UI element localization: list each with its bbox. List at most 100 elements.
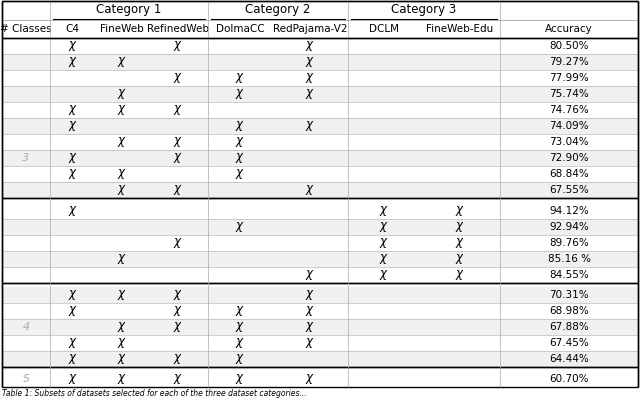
Text: Category 3: Category 3 <box>392 4 456 16</box>
Text: 75.74%: 75.74% <box>549 89 589 99</box>
Text: $\chi$: $\chi$ <box>173 288 183 302</box>
Text: 5: 5 <box>22 374 29 384</box>
Bar <box>2 335 638 351</box>
Text: $\chi$: $\chi$ <box>116 320 127 334</box>
Text: $\chi$: $\chi$ <box>235 220 245 233</box>
Bar <box>2 182 638 198</box>
Text: $\chi$: $\chi$ <box>116 167 127 181</box>
Bar <box>2 371 638 387</box>
Text: $\chi$: $\chi$ <box>116 103 127 117</box>
Bar <box>2 303 638 319</box>
Text: Accuracy: Accuracy <box>545 24 593 34</box>
Text: FineWeb: FineWeb <box>100 24 143 34</box>
Text: FineWeb-Edu: FineWeb-Edu <box>426 24 493 34</box>
Text: $\chi$: $\chi$ <box>235 352 245 366</box>
Text: $\chi$: $\chi$ <box>68 288 77 302</box>
Bar <box>2 251 638 267</box>
Text: 84.55%: 84.55% <box>549 270 589 279</box>
Text: Category 2: Category 2 <box>245 4 310 16</box>
Text: 67.88%: 67.88% <box>549 322 589 332</box>
Text: 68.84%: 68.84% <box>549 169 589 179</box>
Text: $\chi$: $\chi$ <box>455 252 465 265</box>
Text: $\chi$: $\chi$ <box>173 71 183 85</box>
Text: DolmaCC: DolmaCC <box>216 24 264 34</box>
Text: Category 1: Category 1 <box>96 4 162 16</box>
Text: $\chi$: $\chi$ <box>305 268 315 282</box>
Bar <box>2 267 638 283</box>
Bar <box>2 203 638 219</box>
Text: RedPajama-V2: RedPajama-V2 <box>273 24 348 34</box>
Text: $\chi$: $\chi$ <box>455 220 465 233</box>
Text: $\chi$: $\chi$ <box>305 304 315 318</box>
Text: 92.94%: 92.94% <box>549 221 589 231</box>
Bar <box>2 54 638 70</box>
Text: $\chi$: $\chi$ <box>68 119 77 133</box>
Text: $\chi$: $\chi$ <box>305 288 315 302</box>
Text: $\chi$: $\chi$ <box>116 252 127 265</box>
Text: $\chi$: $\chi$ <box>235 304 245 318</box>
Text: C4: C4 <box>65 24 79 34</box>
Text: $\chi$: $\chi$ <box>235 119 245 133</box>
Text: $\chi$: $\chi$ <box>235 336 245 350</box>
Text: $\chi$: $\chi$ <box>68 55 77 69</box>
Text: $\chi$: $\chi$ <box>305 55 315 69</box>
Text: $\chi$: $\chi$ <box>305 320 315 334</box>
Text: $\chi$: $\chi$ <box>305 87 315 101</box>
Text: 74.76%: 74.76% <box>549 105 589 115</box>
Text: $\chi$: $\chi$ <box>379 268 389 282</box>
Text: 94.12%: 94.12% <box>549 205 589 215</box>
Text: DCLM: DCLM <box>369 24 399 34</box>
Text: 67.45%: 67.45% <box>549 338 589 348</box>
Text: $\chi$: $\chi$ <box>235 87 245 101</box>
Text: $\chi$: $\chi$ <box>173 236 183 249</box>
Text: $\chi$: $\chi$ <box>68 352 77 366</box>
Text: 77.99%: 77.99% <box>549 73 589 83</box>
Bar <box>2 86 638 102</box>
Bar <box>2 235 638 251</box>
Text: $\chi$: $\chi$ <box>235 151 245 165</box>
Text: $\chi$: $\chi$ <box>455 203 465 217</box>
Text: RefinedWeb: RefinedWeb <box>147 24 209 34</box>
Text: $\chi$: $\chi$ <box>379 252 389 265</box>
Bar <box>2 351 638 367</box>
Text: $\chi$: $\chi$ <box>116 87 127 101</box>
Text: $\chi$: $\chi$ <box>116 372 127 386</box>
Bar <box>2 319 638 335</box>
Text: $\chi$: $\chi$ <box>173 372 183 386</box>
Bar <box>2 287 638 303</box>
Text: $\chi$: $\chi$ <box>235 71 245 85</box>
Text: $\chi$: $\chi$ <box>305 39 315 53</box>
Text: $\chi$: $\chi$ <box>173 39 183 53</box>
Text: 85.16 %: 85.16 % <box>547 254 591 263</box>
Text: $\chi$: $\chi$ <box>68 151 77 165</box>
Text: $\chi$: $\chi$ <box>379 203 389 217</box>
Text: $\chi$: $\chi$ <box>235 167 245 181</box>
Text: $\chi$: $\chi$ <box>173 183 183 197</box>
Text: $\chi$: $\chi$ <box>68 103 77 117</box>
Text: 73.04%: 73.04% <box>549 137 589 147</box>
Bar <box>2 134 638 150</box>
Text: Table 1: Subsets of datasets selected for each of the three dataset categories..: Table 1: Subsets of datasets selected fo… <box>2 389 307 398</box>
Bar <box>2 118 638 134</box>
Text: 64.44%: 64.44% <box>549 354 589 364</box>
Text: $\chi$: $\chi$ <box>68 372 77 386</box>
Text: 72.90%: 72.90% <box>549 153 589 163</box>
Text: $\chi$: $\chi$ <box>455 268 465 282</box>
Text: 4: 4 <box>22 322 29 332</box>
Text: 89.76%: 89.76% <box>549 238 589 247</box>
Text: $\chi$: $\chi$ <box>68 304 77 318</box>
Bar <box>2 70 638 86</box>
Text: $\chi$: $\chi$ <box>173 352 183 366</box>
Text: $\chi$: $\chi$ <box>305 336 315 350</box>
Bar <box>2 38 638 54</box>
Text: $\chi$: $\chi$ <box>68 336 77 350</box>
Text: 79.27%: 79.27% <box>549 57 589 67</box>
Text: $\chi$: $\chi$ <box>173 304 183 318</box>
Text: $\chi$: $\chi$ <box>173 151 183 165</box>
Bar <box>2 198 638 203</box>
Text: 60.70%: 60.70% <box>549 374 589 384</box>
Text: $\chi$: $\chi$ <box>305 71 315 85</box>
Text: $\chi$: $\chi$ <box>116 336 127 350</box>
Text: 68.98%: 68.98% <box>549 306 589 316</box>
Text: $\chi$: $\chi$ <box>68 167 77 181</box>
